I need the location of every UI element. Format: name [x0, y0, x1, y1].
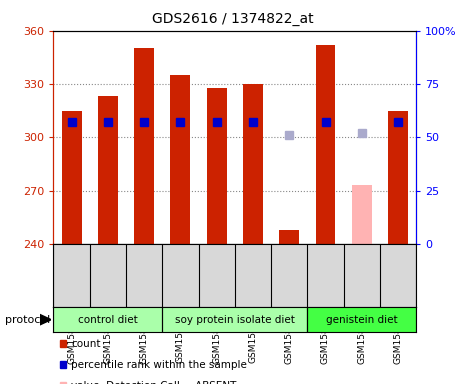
Bar — [207, 88, 226, 244]
Bar — [316, 45, 335, 244]
Text: GDS2616 / 1374822_at: GDS2616 / 1374822_at — [152, 12, 313, 25]
Bar — [279, 230, 299, 244]
Bar — [134, 48, 154, 244]
Text: genistein diet: genistein diet — [326, 314, 398, 325]
Bar — [162, 307, 307, 332]
Bar — [62, 111, 81, 244]
Bar — [307, 307, 416, 332]
Bar — [53, 307, 162, 332]
Bar — [98, 96, 118, 244]
Bar — [243, 84, 263, 244]
Bar — [388, 111, 408, 244]
Bar — [171, 75, 190, 244]
Text: percentile rank within the sample: percentile rank within the sample — [71, 360, 247, 370]
Text: count: count — [71, 339, 100, 349]
Text: value, Detection Call = ABSENT: value, Detection Call = ABSENT — [71, 381, 236, 384]
Text: soy protein isolate diet: soy protein isolate diet — [175, 314, 295, 325]
Text: control diet: control diet — [78, 314, 138, 325]
Text: protocol: protocol — [5, 314, 50, 325]
Bar — [352, 185, 372, 244]
Polygon shape — [40, 314, 51, 325]
